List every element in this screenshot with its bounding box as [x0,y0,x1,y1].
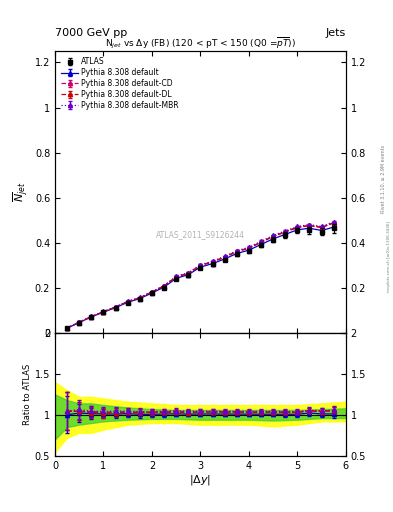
Y-axis label: Ratio to ATLAS: Ratio to ATLAS [23,364,32,425]
Text: 7000 GeV pp: 7000 GeV pp [55,28,127,38]
X-axis label: $|\Delta y|$: $|\Delta y|$ [189,473,211,487]
Text: Jets: Jets [325,28,346,38]
Title: N$_{jet}$ vs $\Delta$y (FB) (120 < pT < 150 (Q0 =$\overline{pT}$)): N$_{jet}$ vs $\Delta$y (FB) (120 < pT < … [105,36,296,51]
Y-axis label: $\overline{N}_{jet}$: $\overline{N}_{jet}$ [11,182,31,202]
Text: Rivet 3.1.10, ≥ 2.9M events: Rivet 3.1.10, ≥ 2.9M events [381,145,386,214]
Text: mcplots.cern.ch [arXiv:1306.3436]: mcplots.cern.ch [arXiv:1306.3436] [387,221,391,291]
Text: ATLAS_2011_S9126244: ATLAS_2011_S9126244 [156,230,245,239]
Legend: ATLAS, Pythia 8.308 default, Pythia 8.308 default-CD, Pythia 8.308 default-DL, P: ATLAS, Pythia 8.308 default, Pythia 8.30… [59,55,181,112]
